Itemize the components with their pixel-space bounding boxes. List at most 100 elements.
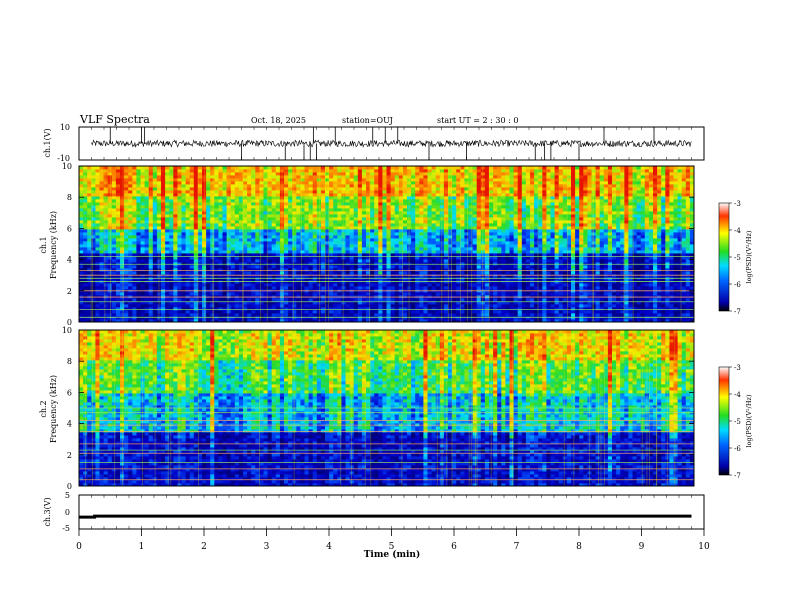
spectrogram-cell [275, 259, 281, 263]
spectrogram-cell [173, 286, 178, 290]
spectrogram-cell [489, 223, 494, 227]
spectrogram-cell [210, 283, 215, 287]
spectrogram-cell [460, 286, 465, 290]
spectrogram-cell [234, 250, 240, 254]
spectrogram-cell [304, 232, 309, 236]
spectrogram-cell [226, 301, 232, 305]
spectrogram-cell [284, 304, 289, 308]
spectrogram-cell [120, 310, 125, 314]
spectrogram-cell [275, 268, 281, 272]
spectrogram-cell [669, 250, 674, 254]
spectrogram-cell [140, 238, 145, 242]
spectrogram-cell [292, 304, 297, 308]
spectrogram-cell [653, 307, 658, 311]
spectrogram-cell [497, 298, 502, 302]
spectrogram-cell [316, 226, 322, 230]
spectrogram-cell [653, 241, 658, 245]
spectrogram-cell [616, 319, 621, 323]
spectrogram-cell [538, 247, 543, 251]
spectrogram-cell [685, 232, 691, 236]
spectrogram-cell [357, 241, 363, 245]
spectrogram-cell [185, 232, 191, 236]
spectrogram-cell [566, 238, 572, 242]
spectrogram-cell [316, 313, 322, 317]
spectrogram-cell [115, 319, 121, 323]
spectrogram-cell [595, 283, 601, 287]
spectrogram-cell [677, 313, 683, 317]
spectrogram-cell [505, 310, 510, 314]
spectrogram-cell [296, 268, 301, 272]
spectrogram-cell [156, 301, 162, 305]
spectrogram-cell [599, 256, 605, 260]
spectrogram-cell [345, 256, 350, 260]
spectrogram-cell [288, 226, 293, 230]
spectrogram-cell [234, 226, 240, 230]
spectrogram-cell [394, 223, 400, 227]
spectrogram-cell [316, 244, 322, 248]
spectrogram-cell [484, 304, 490, 308]
spectrogram-cell [185, 301, 191, 305]
spectrogram-cell [234, 265, 240, 269]
spectrogram-cell [251, 292, 256, 296]
spectrogram-cell [603, 268, 609, 272]
spectrogram-cell [144, 241, 150, 245]
spectrogram-cell [677, 226, 683, 230]
spectrogram-cell [653, 319, 658, 323]
spectrogram-cell [132, 304, 137, 308]
spectrogram-cell [464, 301, 469, 305]
spectrogram-cell [177, 241, 182, 245]
spectrogram-cell [579, 241, 584, 245]
spectrogram-cell [279, 301, 285, 305]
spectrogram-cell [562, 283, 568, 287]
spectrogram-cell [505, 247, 510, 251]
spectrogram-cell [370, 265, 375, 269]
spectrogram-cell [91, 253, 96, 257]
spectrogram-cell [353, 226, 359, 230]
spectrogram-cell [636, 292, 642, 296]
spectrogram-cell [599, 319, 605, 323]
spectrogram-cell [173, 271, 178, 275]
spectrogram-cell [353, 298, 359, 302]
spectrogram-cell [181, 241, 186, 245]
spectrogram-cell [300, 283, 305, 287]
spectrogram-cell [431, 319, 437, 323]
spectrogram-cell [353, 319, 359, 323]
spectrogram-cell [566, 283, 572, 287]
spectrogram-cell [411, 226, 416, 230]
spectrogram-cell [415, 226, 420, 230]
start-time-label: start UT = 2 : 30 : 0 [437, 116, 518, 125]
spectrogram-cell [361, 250, 367, 254]
spectrogram-cell [583, 247, 588, 251]
spectrogram-cell [79, 229, 84, 233]
spectrogram-cell [595, 268, 601, 272]
spectrogram-cell [665, 223, 670, 227]
spectrogram-cell [79, 232, 84, 236]
spectrogram-cell [644, 232, 650, 236]
spectrogram-cell [579, 286, 584, 290]
spectrogram-cell [197, 265, 203, 269]
spectrogram-cell [218, 310, 223, 314]
spectrogram-cell [300, 292, 305, 296]
spectrogram-cell [386, 247, 391, 251]
spectrogram-cell [513, 253, 519, 257]
spectrogram-cell [661, 253, 666, 257]
spectrogram-cell [136, 241, 141, 245]
spectrogram-cell [550, 256, 555, 260]
spectrogram-cell [316, 262, 322, 266]
spectrogram-cell [603, 235, 609, 239]
spectrogram-cell [653, 310, 658, 314]
spectrogram-cell [202, 238, 207, 242]
spectrogram-cell [452, 301, 457, 305]
spectrogram-cell [546, 259, 551, 263]
spectrogram-cell [284, 232, 289, 236]
spectrogram-cell [530, 253, 535, 257]
spectrogram-cell [550, 235, 555, 239]
spectrogram-cell [353, 301, 359, 305]
spectrogram-cell [214, 253, 219, 257]
spectrogram-cell [267, 229, 273, 233]
spectrogram-cell [366, 271, 371, 275]
spectrogram-cell [521, 256, 527, 260]
spectrogram-cell [267, 262, 273, 266]
spectrogram-cell [624, 235, 629, 239]
spectrogram-cell [493, 313, 498, 317]
